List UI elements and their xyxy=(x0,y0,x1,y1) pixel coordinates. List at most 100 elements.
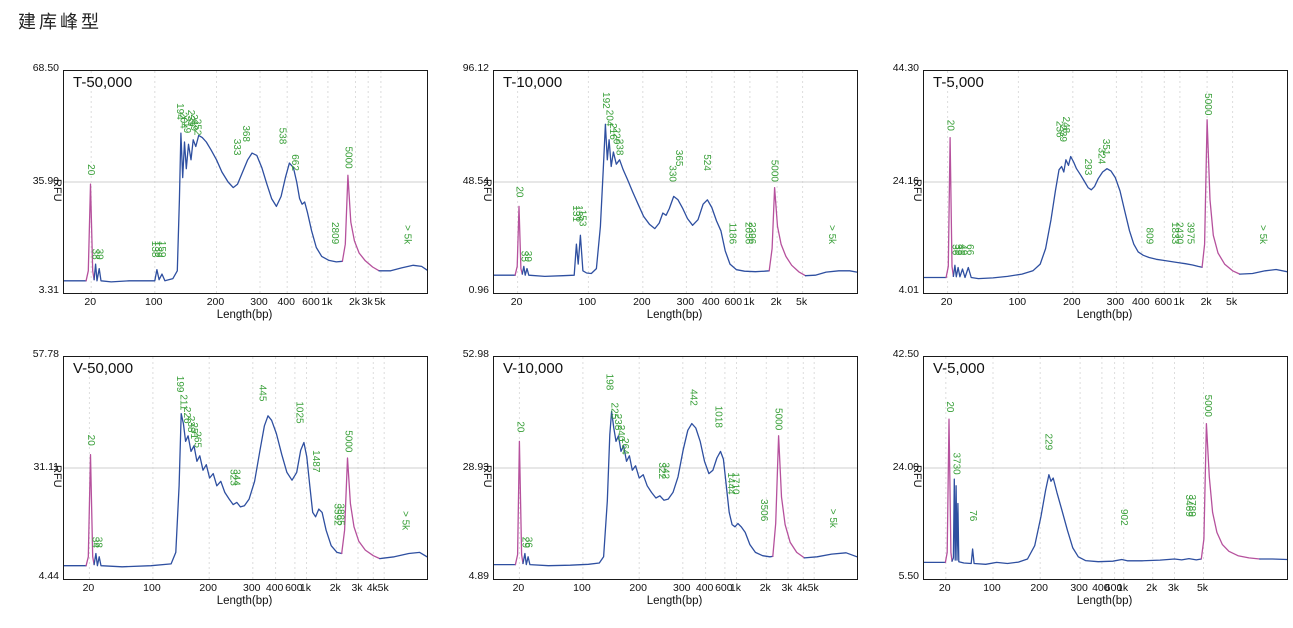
x-tick-label: 100 xyxy=(1008,296,1027,308)
peak-size-label: 220 xyxy=(611,128,622,145)
x-tick-label: 600 xyxy=(1104,582,1123,594)
chart-panel-3: 44.30 24.16 4.01 RFU 20 36 39 45 49 66 236 239 2… xyxy=(866,60,1290,342)
marker-trace xyxy=(1200,422,1261,560)
y-axis-mid-label: 24.16 xyxy=(892,175,919,187)
y-axis-max-label: 68.50 xyxy=(32,62,59,74)
x-axis-title: Length(bp) xyxy=(646,309,703,321)
y-axis-title: RFU xyxy=(51,179,63,202)
x-tick-label: 300 xyxy=(676,296,695,308)
x-tick-label: 3k xyxy=(351,582,363,594)
peak-size-label: 1487 xyxy=(310,450,321,473)
x-tick-label: 300 xyxy=(250,296,268,308)
peak-size-label: 139 xyxy=(152,241,163,258)
y-axis-min-label: 0.96 xyxy=(468,284,489,296)
chart-title: V-10,000 xyxy=(503,360,564,377)
peak-size-label: 238 xyxy=(614,139,625,156)
x-tick-label: 20 xyxy=(510,296,523,308)
x-tick-label: 300 xyxy=(1106,296,1125,308)
peak-size-label: 3592 xyxy=(332,503,343,526)
peak-size-label: 264 xyxy=(619,438,630,455)
chart-panel-6: 42.50 24.00 5.50 RFU 20 3730 76 229 902 3469 3… xyxy=(866,346,1290,628)
peak-size-label: 34 xyxy=(90,537,101,549)
peak-size-label: 229 xyxy=(1043,434,1054,451)
y-axis-title: RFU xyxy=(481,465,493,488)
peak-size-label: 3469 xyxy=(1183,495,1194,518)
peak-size-label: 1444 xyxy=(725,472,736,495)
peak-size-label: 445 xyxy=(256,385,267,402)
peak-size-label: 198 xyxy=(604,374,615,391)
sample-trace xyxy=(951,474,1202,565)
peak-size-label: 36 xyxy=(522,537,533,549)
sample-trace xyxy=(379,551,427,560)
peak-size-label: 351 xyxy=(1100,139,1111,156)
marker-trace xyxy=(514,440,524,566)
peak-size-label: > 5k xyxy=(1257,225,1268,245)
sample-trace xyxy=(803,552,857,559)
chart-title: V-50,000 xyxy=(73,360,134,377)
peak-size-label: 226 xyxy=(181,407,192,424)
peak-size-label: 45 xyxy=(955,244,966,256)
plot-area: 20 29 36 198 225 238 240 264 322 342 442 1018 1444 17… xyxy=(493,356,858,580)
peak-size-label: 248 xyxy=(1060,117,1071,134)
x-axis-ticks: 20 100 200 300 400 600 1k 2k 3k 5k xyxy=(63,296,426,309)
y-axis-max-label: 96.12 xyxy=(462,62,489,74)
peak-size-label: 3789 xyxy=(1186,495,1197,518)
x-tick-label: 5k xyxy=(377,582,389,594)
peak-size-label: 38 xyxy=(93,537,104,549)
x-tick-label: 4k xyxy=(796,582,808,594)
y-axis-max-label: 57.78 xyxy=(32,348,59,360)
x-tick-label: 600 xyxy=(1154,296,1173,308)
peak-size-label: 36 xyxy=(949,244,960,256)
x-tick-label: 2k xyxy=(1200,296,1212,308)
plot-area: 20 38 39 138 139 159 194 204 219 239 249 252 333 368 5… xyxy=(63,70,428,294)
x-tick-label: 5k xyxy=(807,582,819,594)
peak-size-label: 20 xyxy=(514,186,525,198)
page-title: 建库峰型 xyxy=(18,12,102,32)
peak-size-label: 225 xyxy=(608,403,619,420)
marker-trace xyxy=(514,205,523,276)
x-tick-label: 1k xyxy=(1117,582,1129,594)
chart-title: V-5,000 xyxy=(933,360,985,377)
peak-size-label: 5000 xyxy=(1202,395,1213,418)
peak-size-label: 29 xyxy=(519,537,530,549)
x-tick-label: 20 xyxy=(84,296,97,308)
peak-size-label: 2430 xyxy=(1174,222,1185,245)
peak-size-label: 324 xyxy=(1095,148,1106,165)
y-axis-min-label: 4.89 xyxy=(468,570,489,582)
peak-size-label: 344 xyxy=(231,469,242,486)
peak-size-label: 204 xyxy=(604,110,615,127)
peak-size-label: > 5k xyxy=(402,225,413,245)
peak-size-label: 20 xyxy=(945,120,956,132)
peak-size-label: 251 xyxy=(188,422,199,439)
x-tick-label: 2k xyxy=(348,296,361,308)
peak-size-label: 20 xyxy=(514,421,525,433)
y-axis-max-label: 52.98 xyxy=(462,348,489,360)
peak-size-label: > 5k xyxy=(400,511,411,531)
peak-size-label: 538 xyxy=(276,128,287,145)
peak-size-label: 265 xyxy=(191,431,202,448)
peak-size-label: 5000 xyxy=(342,146,353,169)
peak-size-label: > 5k xyxy=(827,509,838,529)
x-tick-label: 20 xyxy=(938,582,951,594)
y-axis-title: RFU xyxy=(51,465,63,488)
sample-trace xyxy=(93,412,343,568)
marker-trace xyxy=(768,186,807,277)
peak-size-label: 293 xyxy=(1082,159,1093,176)
y-axis-mid-label: 35.90 xyxy=(32,175,59,187)
chart-title: T-50,000 xyxy=(73,74,133,91)
peak-size-label: 2396 xyxy=(746,222,757,245)
y-axis-min-label: 3.31 xyxy=(38,284,59,296)
peak-size-label: 524 xyxy=(701,154,712,171)
x-tick-label: 200 xyxy=(1030,582,1048,594)
peak-size-label: 1018 xyxy=(713,406,724,429)
x-axis-ticks: 20 100 200 300 400 600 1k 2k 3k 5k xyxy=(923,582,1286,595)
x-tick-label: 2k xyxy=(770,296,782,308)
x-tick-label: 5k xyxy=(374,296,386,308)
plot-area: 20 35 39 131 136 153 192 204 216 220 238 330 365 524 1… xyxy=(493,70,858,294)
x-tick-label: 600 xyxy=(302,296,320,308)
chart-title: T-10,000 xyxy=(503,74,563,91)
plot-area: 20 3730 76 229 902 3469 3789 5000 V-5,000 xyxy=(923,356,1288,580)
x-tick-label: 300 xyxy=(672,582,691,594)
